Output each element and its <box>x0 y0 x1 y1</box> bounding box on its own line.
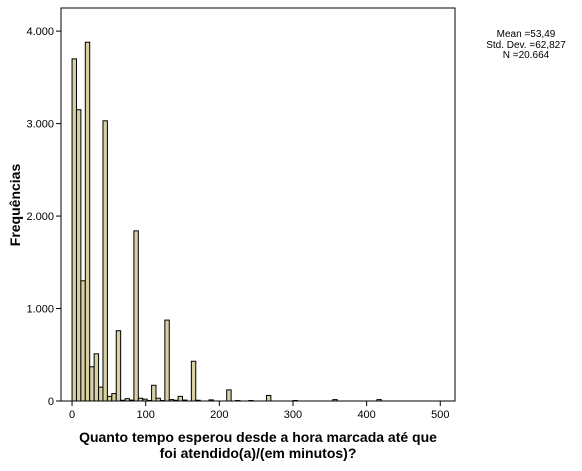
histogram-bar-19 <box>155 397 161 402</box>
plot-area <box>60 7 456 402</box>
y-tick-label-0: 0 <box>48 396 54 408</box>
y-tick-label-2: 2.000 <box>26 211 54 223</box>
stats-std-dev: Std. Dev. =62,827 <box>486 40 566 51</box>
histogram-bar-7 <box>102 120 108 402</box>
x-tick-label-1: 100 <box>137 409 155 421</box>
histogram-bar-3 <box>84 41 91 402</box>
histogram-bar-16 <box>142 398 148 402</box>
histogram-bar-15 <box>137 397 144 402</box>
histogram-bar-8 <box>106 395 113 402</box>
histogram-bar-18 <box>151 384 157 402</box>
histogram-bar-21 <box>164 319 170 402</box>
histogram-bar-22 <box>168 399 175 402</box>
y-tick-label-1: 1.000 <box>26 304 54 316</box>
y-axis: 0 1.000 2.000 3.000 4.000 <box>26 26 61 408</box>
histogram-bar-14 <box>133 230 139 402</box>
x-axis: 0 100 200 300 400 500 <box>69 401 449 421</box>
stats-n: N =20.664 <box>503 50 550 61</box>
histogram-bar-12 <box>124 398 130 402</box>
y-tick-label-4: 4.000 <box>26 26 54 38</box>
histogram-bar-5 <box>93 353 100 402</box>
y-tick-label-3: 3.000 <box>26 119 54 131</box>
x-tick-label-5: 500 <box>431 409 449 421</box>
x-axis-title-line-1: Quanto tempo esperou desde a hora marcad… <box>79 429 437 445</box>
histogram-bar-35 <box>376 399 382 402</box>
histogram-bar-28 <box>208 399 214 402</box>
histogram-bar-26 <box>190 360 197 402</box>
histogram-bar-29 <box>226 389 232 402</box>
histogram-bar-27 <box>195 399 201 402</box>
histogram-bar-0 <box>71 58 77 402</box>
histogram-bar-11 <box>120 399 126 402</box>
x-tick-label-4: 400 <box>357 409 375 421</box>
x-tick-label-2: 200 <box>210 409 228 421</box>
histogram-bar-9 <box>111 393 117 402</box>
histogram-bar-6 <box>98 386 104 402</box>
histogram-bar-13 <box>128 399 135 402</box>
histogram-bar-34 <box>332 399 338 402</box>
bars-group <box>71 41 382 402</box>
histogram-bar-23 <box>173 399 179 402</box>
x-tick-label-3: 300 <box>284 409 302 421</box>
x-axis-title-line-2: foi atendido(a)/(em minutos)? <box>160 445 357 461</box>
histogram-bar-1 <box>75 109 82 402</box>
histogram-bar-4 <box>89 366 95 402</box>
stats-mean: Mean =53,49 <box>497 29 556 40</box>
histogram-bar-2 <box>80 280 86 402</box>
y-axis-title: Frequências <box>7 164 23 247</box>
x-tick-label-0: 0 <box>69 409 75 421</box>
histogram-bar-32 <box>265 394 272 402</box>
histogram-bar-10 <box>115 330 122 402</box>
histogram-bar-24 <box>177 395 184 402</box>
histogram-bar-25 <box>182 399 188 402</box>
